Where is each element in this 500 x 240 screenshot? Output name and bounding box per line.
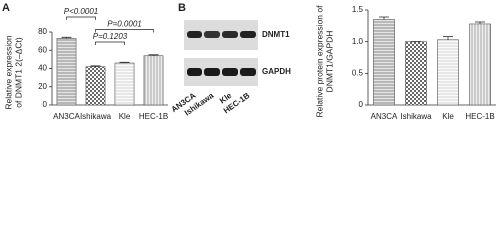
bar (405, 41, 427, 106)
significance-label: P=0.0001 (107, 20, 141, 29)
y-tick-label: 80 (38, 27, 47, 36)
panel-label: B (178, 2, 186, 14)
bar (85, 66, 106, 106)
y-tick-label: 20 (38, 82, 47, 91)
y-tick-label: 1.0 (352, 37, 364, 46)
x-tick-label: AN3CA (371, 112, 398, 121)
significance-bracket (95, 29, 154, 33)
significance-label: P=0.1203 (93, 32, 128, 41)
error-bar (119, 61, 130, 64)
error-bar (379, 16, 389, 20)
y-axis-label: DNMT1/GAPDH (324, 31, 334, 93)
y-tick-label: 0.5 (352, 68, 364, 77)
y-axis-label: of DNMT1 2(–ΔCt) (13, 37, 23, 108)
y-axis-label: Relative expression (3, 35, 13, 109)
x-tick-label: Ishikawa (80, 112, 112, 121)
band-label: GAPDH (262, 67, 291, 76)
y-tick-label: 1.5 (352, 5, 364, 14)
y-axis-label: Relative protein expression of (314, 5, 324, 118)
x-tick-label: HEC-1B (139, 112, 168, 121)
y-tick-label: 40 (38, 64, 47, 73)
error-bar (148, 54, 159, 56)
bar (56, 38, 77, 106)
bar (373, 19, 395, 106)
significance-label: P<0.0001 (64, 7, 98, 16)
y-tick-label: 60 (38, 45, 47, 54)
significance-bracket (66, 16, 96, 20)
bar (143, 55, 164, 106)
bar (114, 62, 135, 106)
y-tick-label: 0 (43, 100, 48, 109)
x-tick-label: Kle (442, 112, 454, 121)
x-tick-label: Kle (119, 112, 131, 121)
bar (437, 39, 459, 106)
x-tick-label: AN3CA (53, 112, 80, 121)
y-tick-label: 0 (359, 100, 364, 109)
x-tick-label: HEC-1B (465, 112, 494, 121)
significance-bracket (95, 41, 125, 45)
bar (469, 23, 491, 106)
x-tick-label: Ishikawa (400, 112, 432, 121)
error-bar (443, 36, 453, 40)
error-bar (61, 36, 72, 39)
error-bar (475, 21, 485, 24)
blot-image (184, 20, 258, 86)
band-label: DNMT1 (262, 30, 290, 39)
error-bar (90, 65, 101, 67)
panel-label: A (2, 2, 10, 14)
